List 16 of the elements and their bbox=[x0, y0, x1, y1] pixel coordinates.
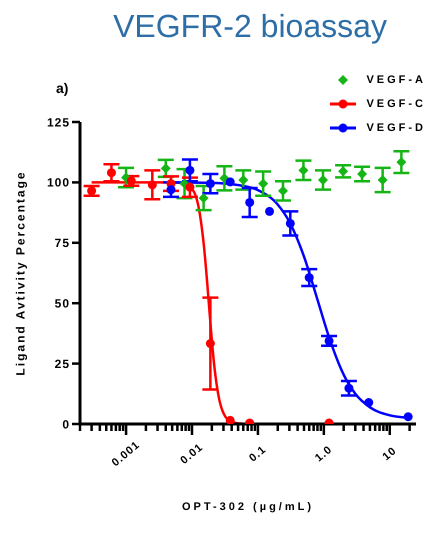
legend-label: VEGF-D bbox=[366, 122, 426, 134]
legend-label: VEGF-A bbox=[366, 74, 426, 86]
x-tick-label: 0.1 bbox=[247, 444, 269, 464]
legend-label: VEGF-C bbox=[366, 98, 426, 110]
text: a) bbox=[56, 80, 68, 96]
chart-title: VEGFR-2 bioassay bbox=[112, 8, 388, 46]
y-tick-label: 50 bbox=[54, 296, 70, 310]
x-tick-label: 1.0 bbox=[312, 444, 335, 464]
y-tick-label: 25 bbox=[54, 356, 70, 371]
y-tick-label: 0 bbox=[62, 417, 70, 432]
y-axis-title: Ligand Avtivity Percentage bbox=[13, 170, 28, 376]
y-tick-label: 75 bbox=[54, 236, 70, 250]
x-tick-label: 10 bbox=[380, 444, 400, 464]
y-tick-label: 100 bbox=[46, 176, 70, 190]
y-tick-label: 125 bbox=[46, 115, 70, 130]
x-axis-title: OPT-302 (µg/mL) bbox=[182, 501, 314, 513]
